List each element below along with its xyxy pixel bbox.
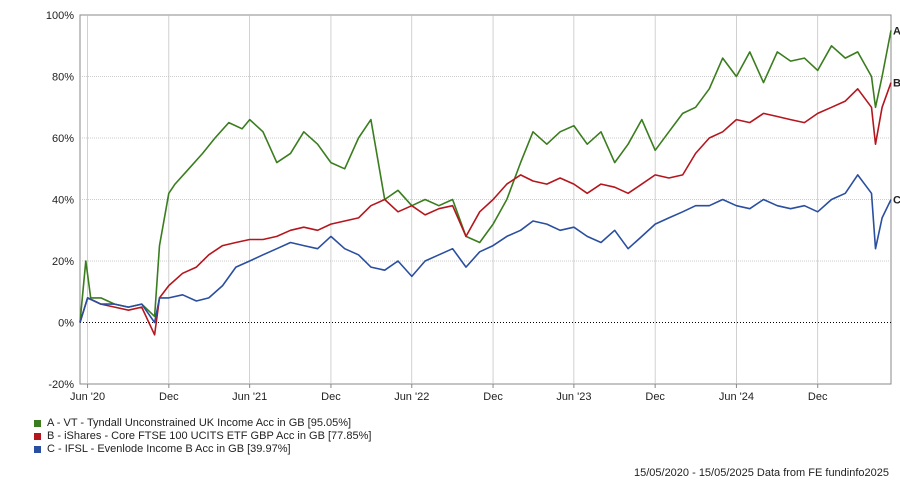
series-end-label-a: A [893, 25, 900, 37]
y-tick-label: 60% [52, 133, 74, 145]
x-tick-label: Jun '23 [556, 391, 591, 403]
y-tick-label: 0% [58, 318, 74, 330]
x-tick-label: Dec [159, 391, 179, 403]
y-tick-label: 20% [52, 256, 74, 268]
series-line-a [79, 30, 892, 323]
legend: A - VT - Tyndall Unconstrained UK Income… [34, 417, 371, 456]
y-tick-label: 100% [46, 10, 74, 22]
y-tick-label: 80% [52, 72, 74, 84]
x-tick-label: Jun '24 [719, 391, 754, 403]
y-tick-label: -20% [48, 379, 74, 391]
legend-swatch-c [34, 446, 41, 453]
legend-item-c: C - IFSL - Evenlode Income B Acc in GB [… [34, 443, 371, 456]
x-tick-label: Dec [808, 391, 828, 403]
legend-item-a: A - VT - Tyndall Unconstrained UK Income… [34, 417, 371, 430]
date-range-source-footer: 15/05/2020 - 15/05/2025 Data from FE fun… [633, 467, 889, 479]
legend-swatch-a [34, 420, 41, 427]
series-line-c [79, 174, 892, 324]
y-tick-label: 40% [52, 195, 74, 207]
legend-item-b: B - iShares - Core FTSE 100 UCITS ETF GB… [34, 430, 371, 443]
series-layer [79, 30, 892, 336]
axis-layer: -20% 0% 20% 40% 60% 80% 100% Jun '20 Dec Jun '21 D… [46, 10, 900, 403]
legend-label-c: C - IFSL - Evenlode Income B Acc in GB [… [47, 443, 291, 455]
x-tick-label: Jun '20 [70, 391, 105, 403]
x-tick-label: Jun '21 [232, 391, 267, 403]
legend-label-a: A - VT - Tyndall Unconstrained UK Income… [47, 417, 352, 429]
x-tick-label: Dec [321, 391, 341, 403]
x-tick-label: Dec [645, 391, 665, 403]
series-line-b [79, 82, 892, 336]
legend-swatch-b [34, 433, 41, 440]
x-tick-label: Dec [483, 391, 503, 403]
legend-label-b: B - iShares - Core FTSE 100 UCITS ETF GB… [47, 430, 372, 442]
x-tick-label: Jun '22 [394, 391, 429, 403]
series-end-label-b: B [893, 78, 900, 90]
series-end-label-c: C [893, 195, 900, 207]
